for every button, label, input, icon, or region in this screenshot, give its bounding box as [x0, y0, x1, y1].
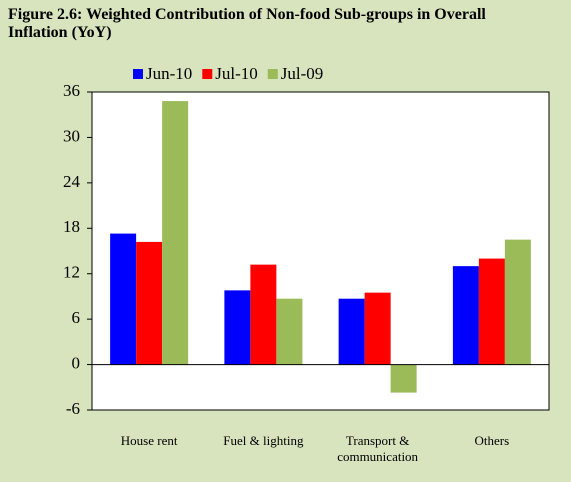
bar — [390, 364, 417, 393]
y-tick-label: 6 — [72, 308, 81, 327]
legend-label: Jul-10 — [215, 64, 258, 83]
y-tick-label: 12 — [63, 263, 80, 282]
bar — [250, 264, 277, 365]
x-tick-label: Transport & communication — [337, 433, 419, 464]
bar — [136, 241, 163, 365]
y-tick-label: 30 — [63, 126, 80, 145]
bar — [452, 266, 479, 365]
y-tick-label: -6 — [66, 399, 80, 418]
y-tick-label: 24 — [63, 172, 81, 191]
bar — [224, 290, 251, 365]
y-tick-label: 36 — [63, 81, 80, 100]
bar — [162, 101, 189, 365]
legend-label: Jun-10 — [146, 64, 192, 83]
chart-title: Figure 2.6: Weighted Contribution of Non… — [8, 6, 486, 41]
legend-swatch — [267, 69, 278, 79]
x-tick-label: Fuel & lighting — [223, 433, 304, 448]
bar — [478, 258, 505, 365]
bar — [338, 298, 365, 365]
bar — [276, 298, 303, 365]
bar — [504, 239, 531, 365]
legend-label: Jul-09 — [281, 64, 324, 83]
legend-swatch — [133, 69, 143, 79]
bar — [110, 233, 137, 365]
y-tick-label: 18 — [63, 217, 80, 236]
x-tick-label: House rent — [120, 433, 178, 448]
x-tick-label: Others — [474, 433, 510, 448]
legend-swatch — [202, 69, 213, 79]
bar — [364, 292, 391, 365]
y-tick-label: 0 — [72, 353, 81, 372]
